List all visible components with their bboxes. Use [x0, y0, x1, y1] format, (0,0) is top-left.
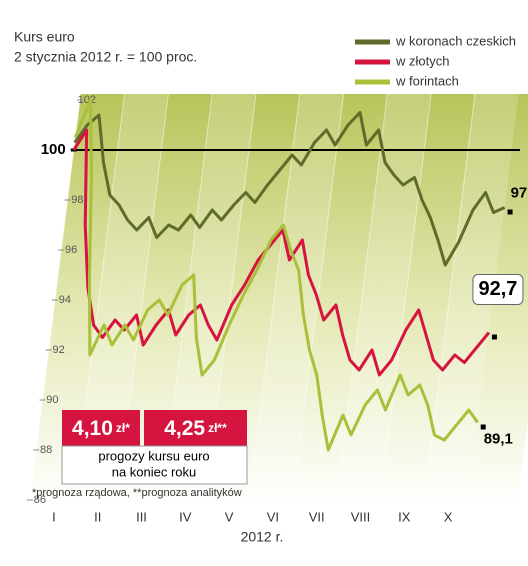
end-marker: [491, 334, 497, 340]
x-tick-label: II: [94, 509, 101, 524]
series-line: [72, 128, 491, 377]
legend-label: w forintach: [395, 73, 459, 88]
end-label: 92,7: [478, 278, 517, 300]
month-divider: [247, 93, 301, 507]
month-stripe: [335, 94, 432, 506]
y-tick-label: 92: [53, 344, 65, 356]
y-tick-label: 100: [41, 141, 66, 158]
x-tick-label: VIII: [351, 509, 371, 524]
plot-background: [29, 94, 528, 506]
y-tick-label: 86: [34, 494, 46, 506]
y-tick-label: 96: [65, 244, 77, 256]
y-tick-label: 98: [71, 194, 83, 206]
legend-label: w koronach czeskich: [395, 33, 516, 48]
x-tick-label: IV: [179, 509, 192, 524]
month-divider: [379, 93, 432, 507]
end-label: 97,7: [511, 184, 528, 201]
chart-subtitle: 2 stycznia 2012 r. = 100 proc.: [14, 49, 197, 65]
legend-label: w złotych: [395, 53, 449, 68]
x-tick-label: V: [225, 509, 234, 524]
x-tick-label: VII: [309, 509, 325, 524]
y-tick-label: 90: [46, 394, 58, 406]
x-tick-label: III: [136, 509, 147, 524]
y-tick-label: 94: [59, 294, 71, 306]
month-divider: [335, 93, 388, 507]
end-label-box: [472, 274, 524, 305]
month-stripe: [248, 94, 344, 506]
forecast-caption-box: [61, 445, 248, 485]
month-divider: [422, 93, 476, 507]
forecast-amount: 4,25: [164, 417, 205, 440]
end-marker: [507, 209, 513, 215]
forecast-amount: 4,10: [72, 417, 113, 440]
month-stripe: [73, 94, 169, 506]
chart-title: Kurs euro: [14, 29, 75, 45]
y-tick-label: 88: [40, 444, 52, 456]
plot-area: [28, 93, 528, 507]
forecast-box: [144, 410, 247, 446]
x-tick-label: X: [444, 509, 453, 524]
series-line: [73, 98, 479, 452]
forecast-caption: progozy kursu euro: [98, 448, 209, 463]
forecast-value: 4,10 zł*: [72, 417, 130, 440]
footnote: *prognoza rządowa, **prognoza analityków: [32, 487, 242, 499]
end-marker: [480, 424, 486, 430]
forecast-box: [62, 410, 140, 446]
month-stripe: [423, 94, 519, 506]
x-axis-label: 2012 r.: [241, 529, 284, 545]
x-tick-label: IX: [398, 509, 411, 524]
forecast-value: 4,25 zł**: [164, 417, 227, 440]
x-tick-label: VI: [267, 509, 279, 524]
forecast-unit: zł**: [208, 421, 227, 435]
series-line: [73, 111, 506, 267]
x-tick-label: I: [52, 509, 56, 524]
forecast-unit: zł*: [116, 421, 130, 435]
forecast-caption: na koniec roku: [112, 464, 197, 479]
month-stripe: [160, 94, 256, 506]
end-label: 89,1: [484, 430, 513, 447]
